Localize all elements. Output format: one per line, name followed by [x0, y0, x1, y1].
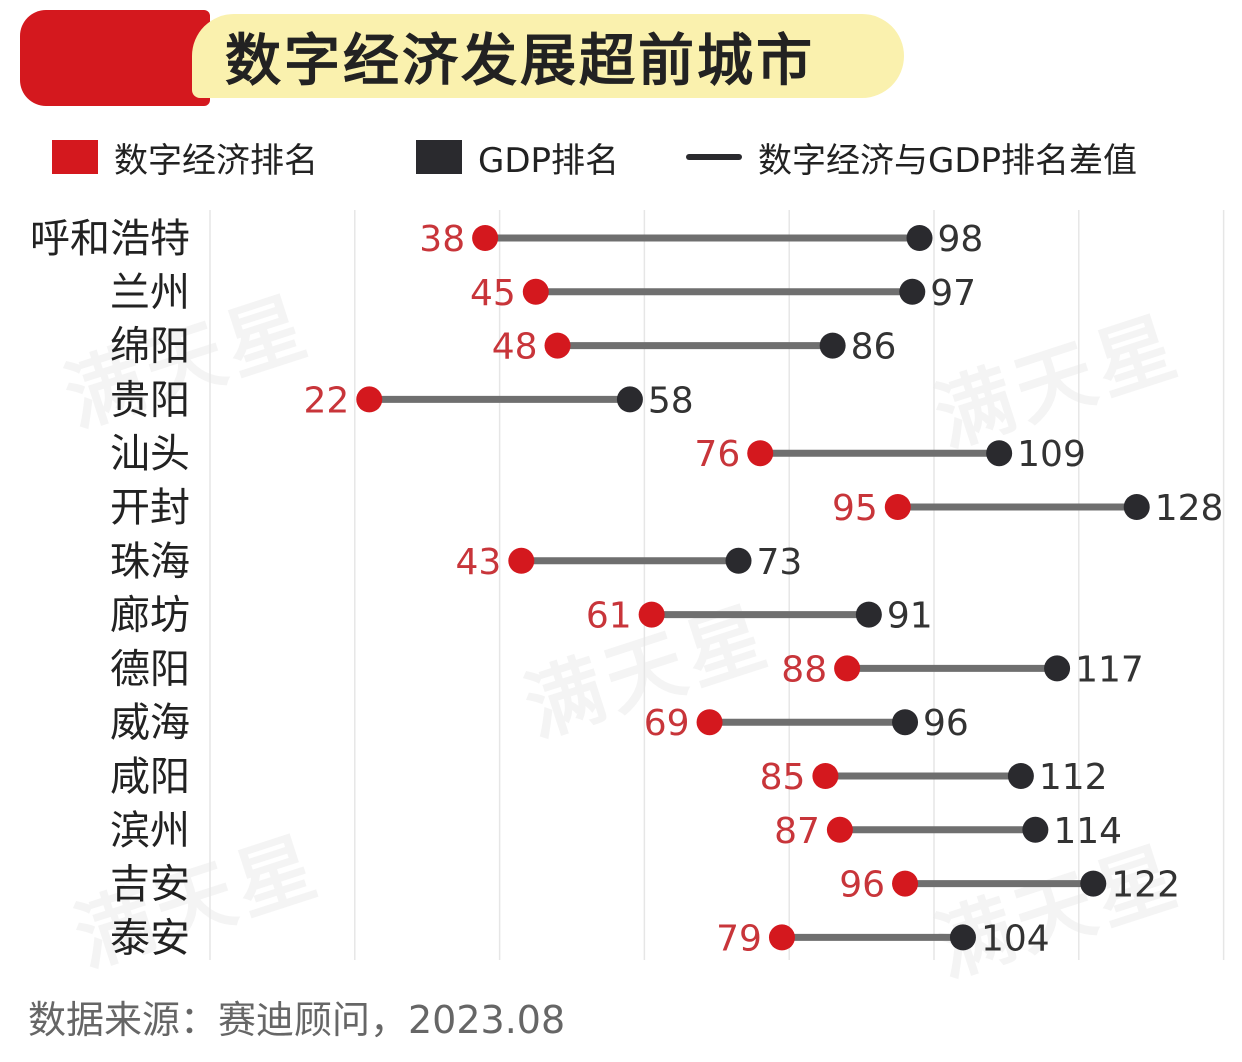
- digital-rank-label: 87: [774, 811, 820, 852]
- digital-rank-dot: [747, 440, 774, 467]
- digital-rank-dot: [892, 870, 919, 897]
- gdp-rank-label: 73: [757, 542, 803, 583]
- gdp-rank-label: 128: [1155, 488, 1224, 529]
- category-label: 吉安: [110, 862, 190, 908]
- gdp-rank-dot: [1123, 494, 1150, 520]
- gdp-rank-dot: [986, 440, 1013, 467]
- gdp-rank-label: 112: [1039, 757, 1108, 798]
- gdp-rank-label: 109: [1017, 434, 1086, 475]
- legend-item-diff: 数字经济与GDP排名差值: [686, 132, 1137, 182]
- gdp-rank-label: 117: [1075, 649, 1144, 690]
- legend-swatch-digital: [52, 140, 98, 174]
- grid-lines: [209, 210, 1225, 960]
- legend-swatch-gdp: [416, 140, 462, 174]
- gdp-rank-dot: [899, 278, 926, 305]
- legend-label-gdp: GDP排名: [478, 140, 620, 181]
- range-lines: [365, 234, 1141, 941]
- digital-rank-dot: [696, 709, 723, 736]
- digital-rank-dot: [508, 547, 535, 574]
- digital-rank-label: 48: [492, 327, 538, 368]
- digital-rank-label: 85: [760, 757, 806, 798]
- gdp-rank-label: 97: [930, 273, 976, 314]
- digital-rank-label: 69: [644, 703, 690, 744]
- category-label: 泰安: [110, 915, 190, 961]
- gdp-rank-label: 104: [981, 918, 1050, 959]
- gdp-rank-label: 96: [923, 703, 969, 744]
- category-label: 珠海: [110, 539, 190, 585]
- digital-rank-dot: [834, 655, 861, 682]
- gdp-rank-dot: [1080, 870, 1107, 897]
- gdp-rank-dot: [1007, 763, 1034, 789]
- digital-rank-label: 43: [456, 542, 502, 583]
- digital-rank-label: 45: [470, 273, 516, 314]
- digital-rank-label: 95: [832, 488, 878, 529]
- legend-item-gdp: GDP排名: [416, 132, 619, 182]
- digital-rank-dot: [472, 225, 499, 251]
- gdp-rank-dot: [725, 547, 752, 574]
- gdp-rank-label: 91: [887, 596, 933, 637]
- gdp-rank-label: 114: [1053, 811, 1122, 852]
- gdp-rank-dot: [819, 332, 846, 359]
- category-label: 呼和浩特: [30, 216, 190, 262]
- category-label: 贵阳: [110, 377, 190, 423]
- digital-rank-dot: [544, 332, 571, 359]
- chart-title: 数字经济发展超前城市: [225, 29, 815, 94]
- title-accent-block: [20, 10, 210, 106]
- category-label: 兰州: [110, 270, 190, 316]
- digital-rank-label: 96: [839, 865, 885, 906]
- digital-rank-dot: [638, 601, 665, 628]
- legend: 数字经济排名 GDP排名 数字经济与GDP排名差值: [52, 132, 1222, 182]
- digital-rank-dot: [826, 816, 853, 843]
- digital-rank-dot: [522, 278, 549, 305]
- digital-rank-label: 22: [303, 380, 349, 421]
- digital-rank-label: 88: [781, 649, 827, 690]
- digital-rank-label: 61: [586, 596, 632, 637]
- category-label: 开封: [110, 485, 190, 531]
- title-banner: 数字经济发展超前城市: [20, 10, 905, 106]
- labels: 呼和浩特 38 98 兰州 45 97 绵阳 48 86 贵阳 22 58 汕头 76 109 开封 95 128…: [30, 216, 1223, 961]
- gdp-rank-dot: [616, 386, 643, 413]
- digital-rank-dot: [812, 763, 839, 789]
- gdp-rank-dot: [949, 924, 976, 951]
- legend-label-diff: 数字经济与GDP排名差值: [758, 140, 1138, 181]
- digital-rank-dot: [884, 494, 911, 520]
- gdp-rank-label: 58: [648, 380, 694, 421]
- data-source: 数据来源：赛迪顾问，2023.08: [28, 998, 566, 1042]
- category-label: 威海: [110, 700, 190, 746]
- gdp-rank-dot: [855, 601, 882, 628]
- category-label: 德阳: [110, 646, 190, 692]
- title-highlight: [192, 14, 904, 98]
- rank-dots: [356, 225, 1150, 951]
- legend-swatch-diff: [686, 154, 742, 160]
- gdp-rank-label: 122: [1111, 865, 1180, 906]
- digital-rank-dot: [768, 924, 795, 951]
- gdp-rank-dot: [892, 709, 919, 736]
- digital-rank-dot: [356, 386, 383, 413]
- digital-rank-label: 76: [694, 434, 740, 475]
- category-label: 绵阳: [110, 324, 190, 370]
- digital-rank-label: 38: [419, 219, 465, 260]
- category-label: 汕头: [110, 431, 190, 477]
- legend-item-digital: 数字经济排名: [52, 132, 318, 182]
- gdp-rank-label: 98: [938, 219, 984, 260]
- digital-rank-label: 79: [716, 918, 762, 959]
- gdp-rank-dot: [1044, 655, 1071, 682]
- category-label: 廊坊: [110, 593, 190, 639]
- gdp-rank-dot: [906, 225, 933, 251]
- category-label: 咸阳: [110, 754, 190, 800]
- gdp-rank-label: 86: [851, 327, 897, 368]
- category-label: 滨州: [110, 808, 190, 854]
- legend-label-digital: 数字经济排名: [114, 140, 318, 181]
- gdp-rank-dot: [1022, 816, 1049, 843]
